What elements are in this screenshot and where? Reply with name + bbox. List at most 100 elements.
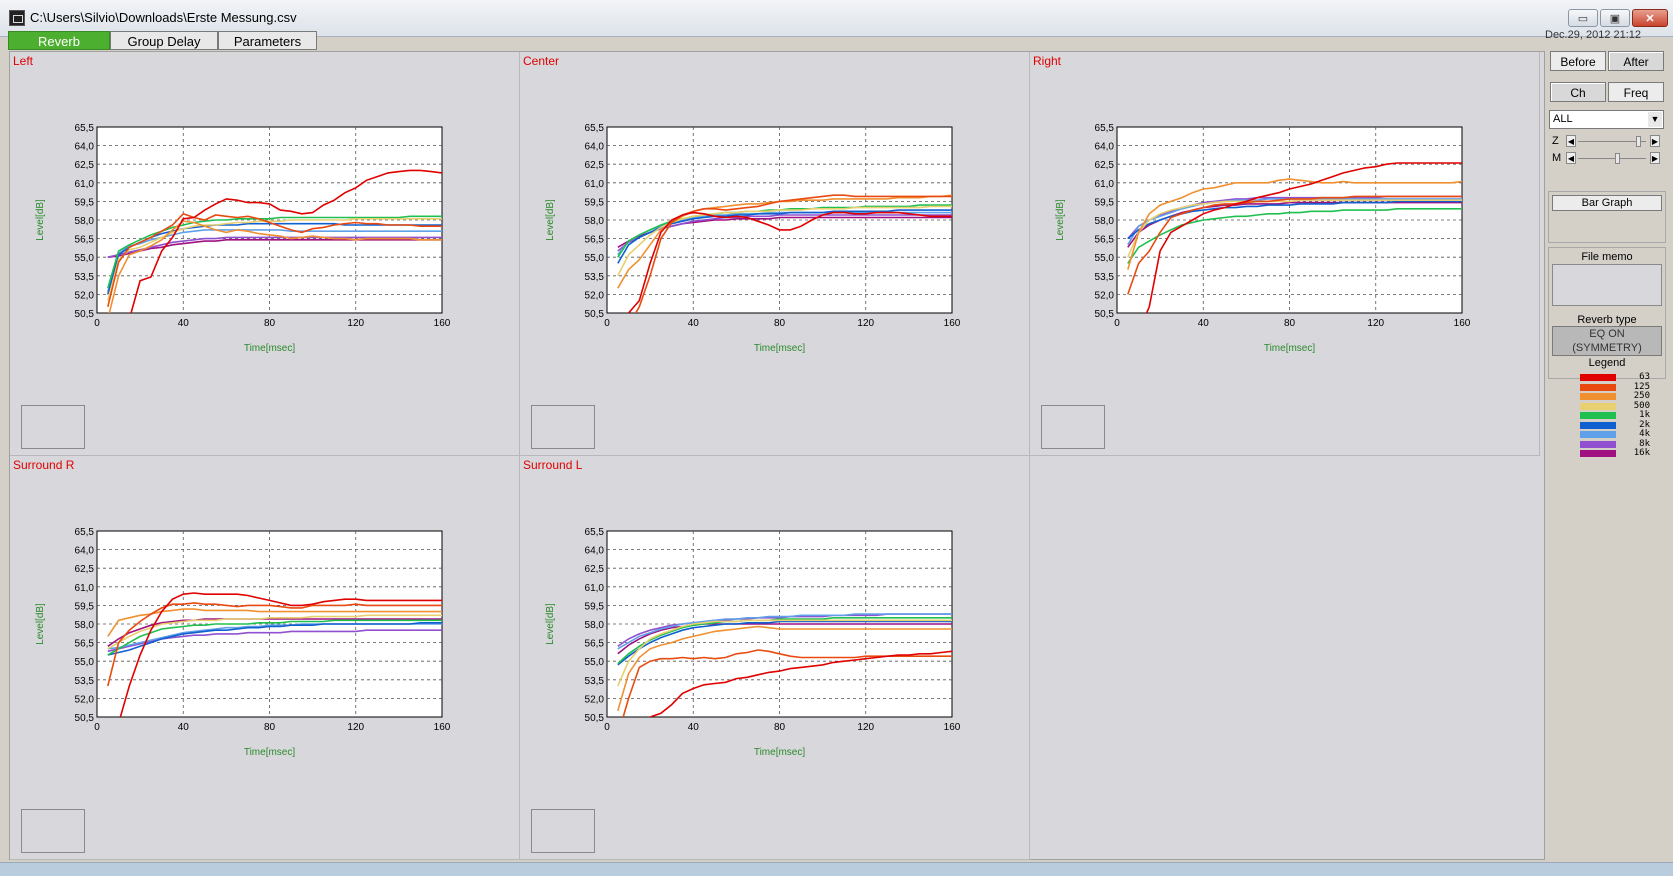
y-tick-label: 53,5: [75, 272, 95, 283]
y-tick-label: 56,5: [585, 235, 605, 246]
y-tick-label: 55,0: [585, 253, 605, 264]
slider-thumb[interactable]: [1636, 136, 1641, 147]
tab-parameters[interactable]: Parameters: [218, 31, 317, 50]
m-slider[interactable]: M ◀ ▶: [1552, 152, 1662, 166]
series-line-63: [130, 169, 442, 313]
zoom-label: Z: [1552, 135, 1559, 147]
m-label: M: [1552, 152, 1562, 164]
y-tick-label: 59,5: [75, 601, 95, 612]
legend-swatch: [1580, 374, 1616, 381]
value-box: [531, 809, 595, 853]
legend-swatch: [1580, 402, 1616, 410]
series-line-63: [119, 592, 442, 717]
measurement-datetime: Dec.29, 2012 21:12: [1545, 29, 1642, 41]
y-tick-label: 64,0: [585, 142, 605, 153]
series-line-500: [1127, 199, 1462, 258]
arrow-left-icon[interactable]: ◀: [1566, 152, 1576, 164]
y-tick-label: 61,0: [1095, 179, 1115, 190]
x-tick-label: 80: [774, 318, 786, 329]
y-tick-label: 53,5: [585, 676, 605, 687]
slider-thumb[interactable]: [1615, 153, 1620, 164]
legend-label: 125: [1633, 381, 1650, 392]
y-tick-label: 64,0: [75, 142, 95, 153]
y-tick-label: 50,5: [585, 309, 605, 320]
y-tick-label: 61,0: [75, 179, 95, 190]
channel-select[interactable]: ALL ▼: [1549, 110, 1664, 129]
chart-title: Surround L: [523, 458, 583, 472]
reverb-type-label: Reverb type: [1577, 314, 1637, 326]
y-tick-label: 53,5: [1095, 272, 1115, 283]
x-tick-label: 160: [944, 722, 961, 733]
zoom-slider[interactable]: Z ◀ ▶: [1552, 135, 1662, 149]
y-tick-label: 59,5: [75, 197, 95, 208]
freq-button[interactable]: Freq: [1608, 82, 1664, 102]
y-tick-label: 65,5: [585, 527, 605, 538]
chart-title: Right: [1033, 54, 1062, 68]
chart-svg-center: 50,5 52,0 53,5 55,0 56,5 58,0 59,5 61,0 62,5 64,0…: [545, 123, 961, 354]
tab-reverb[interactable]: Reverb: [8, 31, 110, 50]
legend-item: 8k: [1580, 438, 1650, 449]
x-tick-label: 80: [264, 318, 276, 329]
status-bar: [0, 862, 1673, 876]
x-tick-label: 80: [1284, 318, 1296, 329]
legend-label: 500: [1633, 400, 1650, 411]
y-tick-label: 62,5: [585, 160, 605, 171]
y-tick-label: 59,5: [585, 601, 605, 612]
y-tick-label: 58,0: [75, 620, 95, 631]
x-axis-label: Time[msec]: [244, 747, 296, 758]
legend-label: 8k: [1639, 438, 1650, 449]
chart-svg-surround-r: 50,5 52,0 53,5 55,0 56,5 58,0 59,5 61,0 62,5 64,0…: [35, 527, 451, 758]
minimize-button[interactable]: ▭: [1568, 9, 1598, 27]
arrow-left-icon[interactable]: ◀: [1566, 135, 1576, 147]
arrow-right-icon[interactable]: ▶: [1650, 152, 1660, 164]
series-line-500: [617, 619, 952, 687]
y-tick-label: 52,0: [75, 694, 95, 705]
y-tick-label: 62,5: [75, 564, 95, 575]
chart-svg-left: 50,5 52,0 53,5 55,0 56,5 58,0 59,5 61,0 62,5 64,0…: [35, 123, 451, 354]
y-axis-label: Level[dB]: [1055, 199, 1066, 241]
y-tick-label: 53,5: [75, 676, 95, 687]
tab-group-delay[interactable]: Group Delay: [110, 31, 218, 50]
legend-label: 16k: [1633, 448, 1650, 458]
title-bar: C:\Users\Silvio\Downloads\Erste Messung.…: [0, 0, 1673, 37]
y-tick-label: 62,5: [75, 160, 95, 171]
y-tick-label: 56,5: [75, 639, 95, 650]
arrow-right-icon[interactable]: ▶: [1650, 135, 1660, 147]
series-line-2k: [107, 622, 442, 656]
series-line-500: [107, 614, 442, 650]
x-tick-label: 80: [774, 722, 786, 733]
before-button[interactable]: Before: [1550, 51, 1606, 71]
y-tick-label: 55,0: [1095, 253, 1115, 264]
file-memo-label: File memo: [1581, 251, 1633, 263]
series-line-500: [107, 218, 442, 301]
y-tick-label: 52,0: [1095, 290, 1115, 301]
x-tick-label: 0: [94, 722, 100, 733]
chart-panel-left: Left 50,5 52,0 53,5 55,0 56,5 58,0 59,5 61,0 62,…: [10, 52, 520, 456]
x-tick-label: 40: [1198, 318, 1210, 329]
maximize-button[interactable]: ▣: [1600, 9, 1630, 27]
legend-swatch: [1580, 431, 1616, 438]
reverb-type-line-1: EQ ON: [1589, 328, 1625, 340]
y-tick-label: 65,5: [75, 527, 95, 538]
bar-graph-button[interactable]: Bar Graph: [1552, 195, 1662, 211]
close-button[interactable]: ✕: [1632, 9, 1668, 27]
x-tick-label: 80: [264, 722, 276, 733]
y-tick-label: 55,0: [585, 657, 605, 668]
series-line-8k: [617, 214, 952, 252]
legend-swatch: [1580, 383, 1616, 391]
reverb-type-line-2: (SYMMETRY): [1572, 342, 1642, 354]
y-axis-label: Level[dB]: [35, 199, 46, 241]
after-button[interactable]: After: [1608, 51, 1664, 71]
ch-button[interactable]: Ch: [1550, 82, 1606, 102]
series-line-2k: [617, 209, 952, 264]
chevron-down-icon[interactable]: ▼: [1648, 112, 1662, 127]
file-memo-input[interactable]: [1552, 264, 1662, 306]
legend-item: 63: [1580, 372, 1650, 382]
y-tick-label: 62,5: [1095, 160, 1115, 171]
x-tick-label: 160: [1454, 318, 1471, 329]
x-tick-label: 40: [178, 318, 190, 329]
x-tick-label: 120: [1367, 318, 1384, 329]
chart-panel-surround-l: Surround L 50,5 52,0 53,5 55,0 56,5 58,0 59,5 6…: [520, 456, 1030, 860]
series-line-16k: [617, 623, 952, 655]
value-box: [531, 405, 595, 449]
